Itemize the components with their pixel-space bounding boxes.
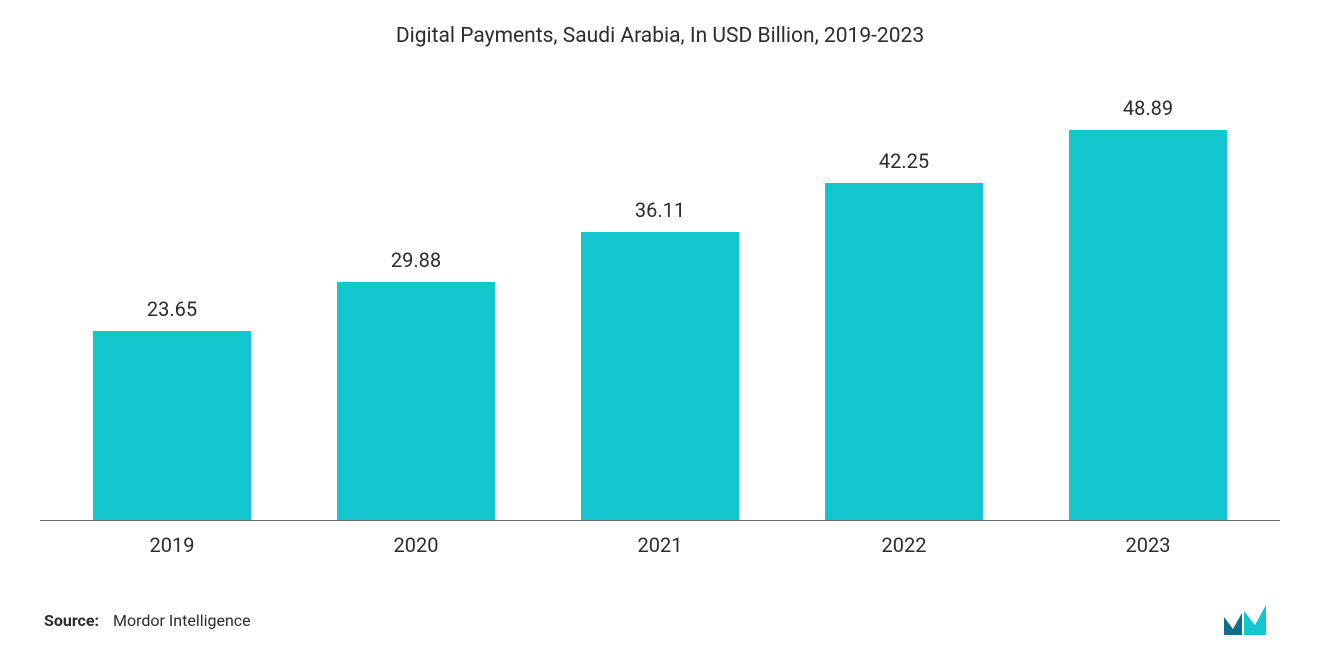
brand-logo-icon	[1224, 605, 1276, 635]
bar	[337, 282, 495, 520]
x-axis-label: 2020	[306, 533, 526, 557]
chart-title: Digital Payments, Saudi Arabia, In USD B…	[40, 24, 1280, 48]
source-value: Mordor Intelligence	[113, 611, 251, 630]
chart-footer: Source: Mordor Intelligence	[40, 605, 1280, 635]
x-axis-label: 2021	[550, 533, 770, 557]
bar-value-label: 36.11	[635, 198, 685, 222]
source-attribution: Source: Mordor Intelligence	[44, 611, 251, 630]
x-axis-label: 2023	[1038, 533, 1258, 557]
bar-value-label: 23.65	[147, 297, 197, 321]
plot-area: 23.65 29.88 36.11 42.25 48.89	[40, 88, 1280, 521]
bar	[93, 331, 251, 520]
bar-group: 29.88	[306, 248, 526, 520]
bar-group: 42.25	[794, 149, 1014, 520]
x-axis-labels: 2019 2020 2021 2022 2023	[40, 521, 1280, 557]
bar-value-label: 29.88	[391, 248, 441, 272]
bar-group: 48.89	[1038, 96, 1258, 520]
bar	[825, 183, 983, 520]
x-axis-label: 2019	[62, 533, 282, 557]
bar-value-label: 42.25	[879, 149, 929, 173]
bar	[1069, 130, 1227, 520]
bar-group: 23.65	[62, 297, 282, 520]
chart-container: Digital Payments, Saudi Arabia, In USD B…	[0, 0, 1320, 665]
x-axis-label: 2022	[794, 533, 1014, 557]
source-label: Source:	[44, 611, 99, 630]
bar-value-label: 48.89	[1123, 96, 1173, 120]
bar	[581, 232, 739, 520]
bar-group: 36.11	[550, 198, 770, 520]
